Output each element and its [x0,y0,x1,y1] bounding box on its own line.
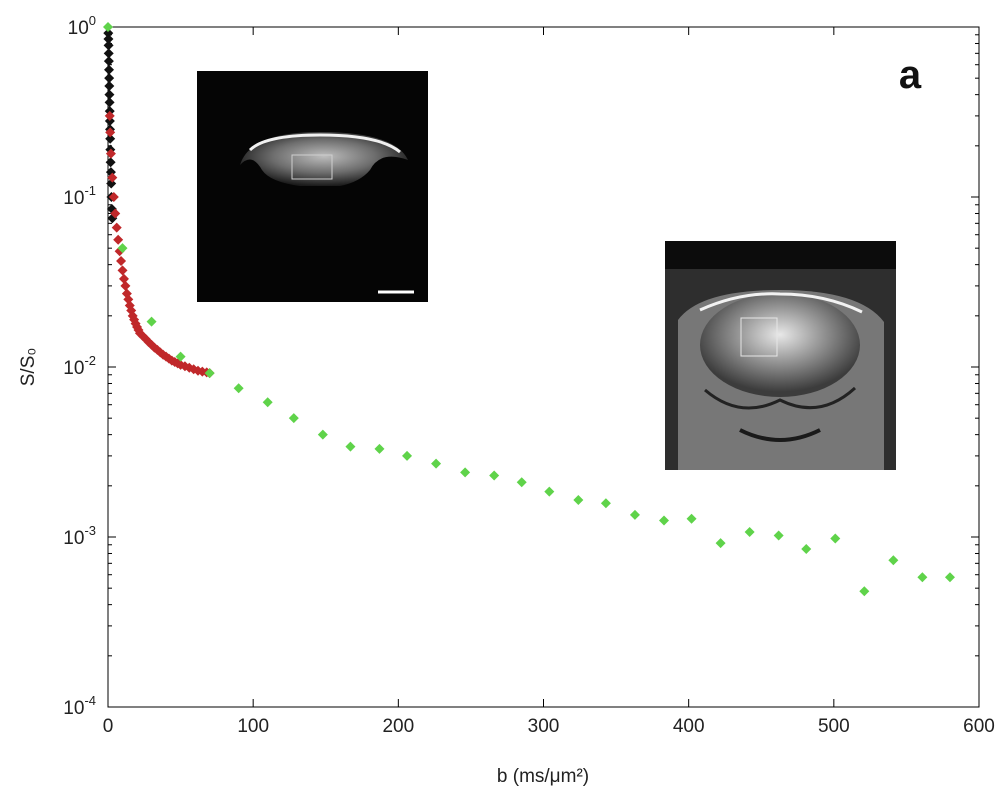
data-point [233,383,244,394]
data-point [715,538,726,549]
data-point [116,256,127,267]
data-point [175,351,186,362]
data-point [103,40,114,51]
data-point [288,413,299,424]
panel-label: a [899,53,922,97]
data-point [317,429,328,440]
data-point [105,133,116,144]
data-point [801,543,812,554]
axis-ticks: 0 100 200 300 400 500 600 10-4 10-3 10-2 10-1 100 [63,13,995,737]
data-point [431,458,442,469]
data-point [113,234,124,245]
y-tick-label: 100 [68,13,96,39]
data-point [489,470,500,481]
data-point [105,157,116,168]
data-point [600,498,611,509]
data-point [103,28,114,39]
data-point [107,172,118,183]
data-point [262,397,273,408]
y-tick-label: 10-1 [63,183,96,209]
series-1 [104,110,215,379]
data-point [103,56,114,67]
x-tick-label: 400 [673,716,705,737]
data-point [917,572,928,583]
data-point [629,509,640,520]
data-point [744,527,755,538]
data-point [104,73,115,84]
data-point [516,477,527,488]
data-point [104,97,115,108]
data-point [104,80,115,91]
data-point [544,486,555,497]
y-tick-label: 10-2 [63,353,96,379]
data-point [345,441,356,452]
data-point [888,555,899,566]
data-point [118,273,129,284]
x-axis-label: b (ms/μm²) [497,766,589,787]
data-point [402,450,413,461]
series-0 [103,28,118,224]
x-tick-label: 300 [528,716,560,737]
data-point [105,148,116,159]
data-point [658,515,669,526]
data-point [120,280,131,291]
data-point [859,586,870,597]
data-point [830,533,841,544]
data-point [944,572,955,583]
y-axis-label: S/S₀ [18,348,39,387]
data-point [104,89,115,100]
data-point [108,192,119,202]
data-points [103,22,955,597]
data-point [146,316,157,327]
data-point [204,368,215,379]
data-point [374,443,385,454]
x-tick-label: 100 [237,716,269,737]
data-point [121,288,132,299]
series-2 [103,22,955,597]
data-point [773,530,784,541]
data-point [104,64,115,75]
x-tick-label: 200 [382,716,414,737]
data-point [460,467,471,478]
y-tick-label: 10-3 [63,523,96,549]
data-point [111,222,122,233]
data-point [110,208,121,219]
data-point [573,495,584,506]
inset-image-gray-mri [665,241,896,470]
y-tick-label: 10-4 [63,693,96,719]
data-point [103,33,114,44]
data-point [117,243,128,254]
x-tick-label: 600 [963,716,995,737]
data-point [104,110,115,121]
data-point [103,22,113,32]
data-point [105,127,116,138]
inset-image-dark-mri [197,71,428,302]
data-point [686,513,697,524]
x-tick-label: 500 [818,716,850,737]
data-point [117,265,128,276]
x-tick-label: 0 [103,716,114,737]
data-point [103,48,114,59]
